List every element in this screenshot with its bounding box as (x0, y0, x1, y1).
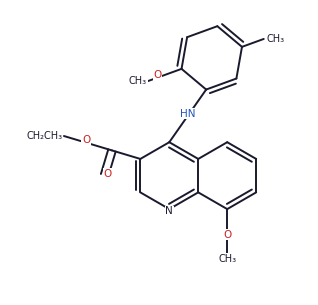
Text: CH₃: CH₃ (129, 76, 147, 86)
Text: N: N (165, 206, 173, 216)
Text: CH₂CH₃: CH₂CH₃ (26, 131, 63, 141)
Text: CH₃: CH₃ (266, 34, 284, 44)
Text: O: O (82, 135, 90, 145)
Text: O: O (104, 169, 112, 178)
Text: O: O (153, 70, 162, 80)
Text: O: O (223, 230, 231, 240)
Text: HN: HN (180, 109, 196, 119)
Text: CH₃: CH₃ (218, 254, 236, 264)
